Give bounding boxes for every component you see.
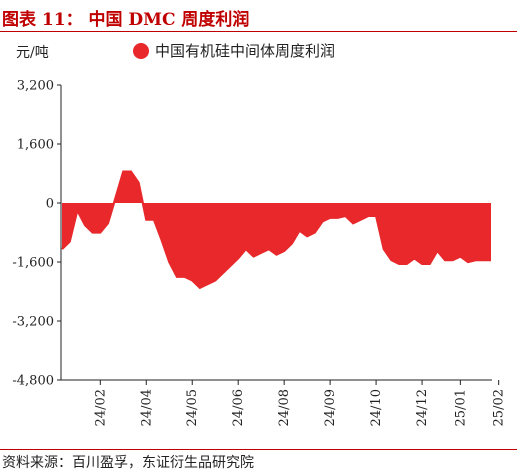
x-tick-label: 24/12 <box>415 389 430 426</box>
profit-series-line <box>61 170 491 290</box>
chart-legend: 中国有机硅中间体周度利润 <box>133 40 335 61</box>
x-tick-label: 24/06 <box>231 389 246 426</box>
x-tick-label: 24/10 <box>369 389 384 426</box>
x-tick-label: 24/08 <box>277 389 292 426</box>
source-note: 资料来源：百川盈孚，东证衍生品研究院 <box>2 455 254 471</box>
x-tick-label: 25/01 <box>453 389 468 426</box>
x-tick-label: 24/05 <box>185 389 200 426</box>
y-tick-label: -4,800 <box>12 374 54 389</box>
legend-label: 中国有机硅中间体周度利润 <box>155 42 336 60</box>
y-tick-label: -3,200 <box>12 315 54 330</box>
source-divider <box>0 449 517 450</box>
x-tick-label: 25/02 <box>492 389 507 426</box>
y-tick-label: -1,600 <box>12 256 54 271</box>
x-tick-label: 24/09 <box>323 389 338 426</box>
legend-swatch <box>133 42 149 59</box>
profit-area-chart: 3,200 1,600 0 -1,600 -3,200 -4,800 24/02 24/04 2… <box>12 79 507 427</box>
y-tick-label: 0 <box>46 197 54 212</box>
figure-title: 图表 11： 中国 DMC 周度利润 <box>2 10 250 30</box>
y-tick-label: 1,600 <box>17 138 54 153</box>
profit-area-fill <box>62 171 491 288</box>
title-divider <box>0 31 517 32</box>
y-axis-unit-label: 元/吨 <box>16 45 49 61</box>
x-tick-label: 24/02 <box>93 389 108 426</box>
y-tick-label: 3,200 <box>17 79 54 94</box>
x-tick-label: 24/04 <box>139 389 154 426</box>
